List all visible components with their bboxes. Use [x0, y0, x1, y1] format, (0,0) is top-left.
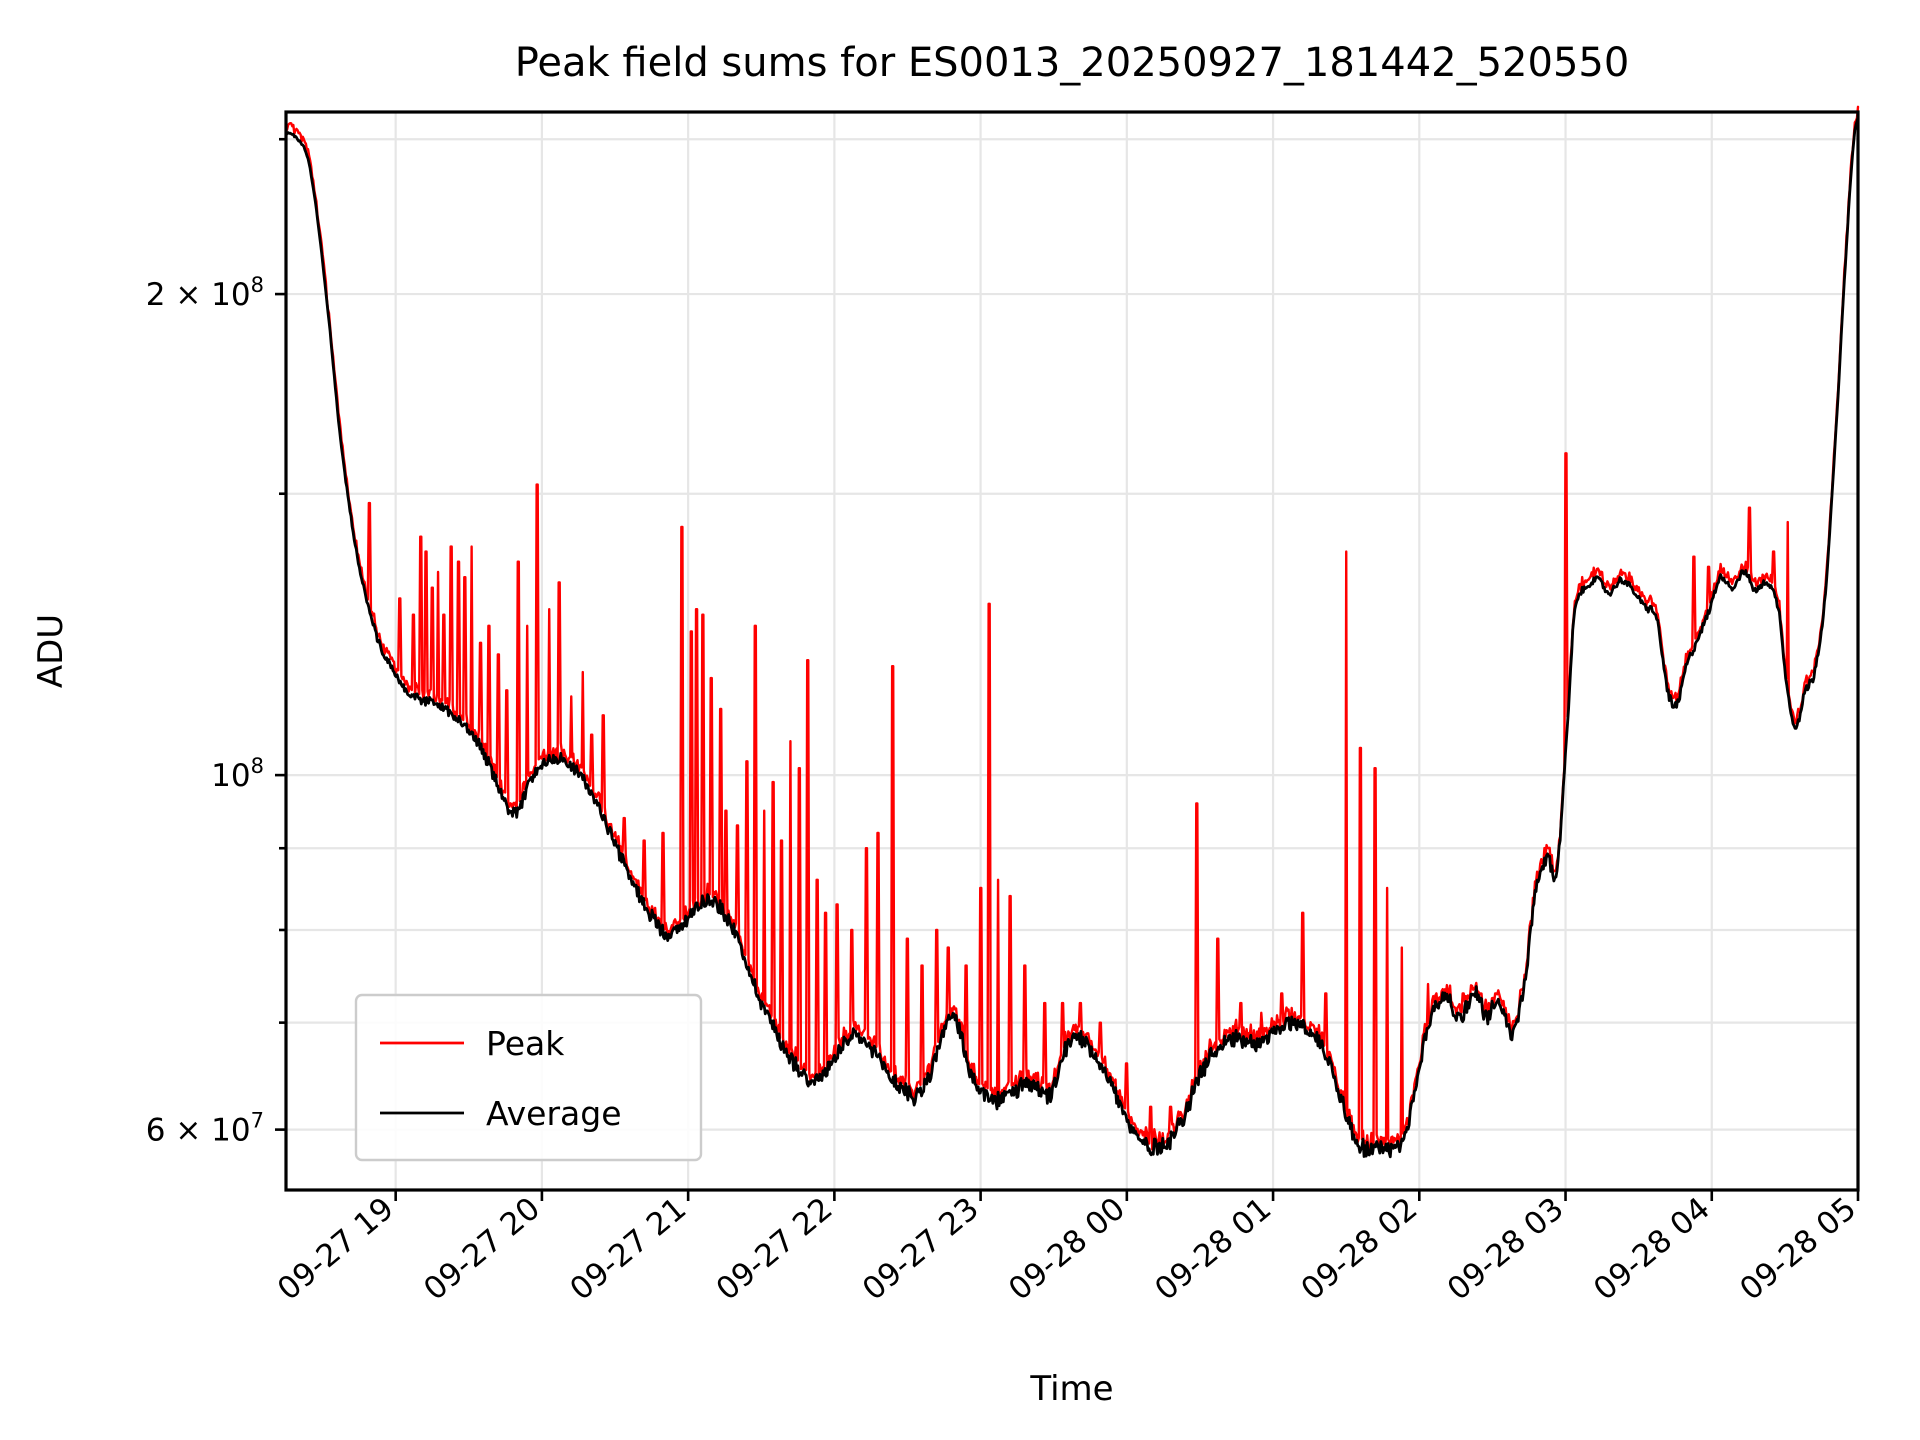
y-tick-label: 6 × 107 [146, 1109, 264, 1149]
x-tick-label: 09-28 02 [1295, 1191, 1425, 1308]
x-tick-label: 09-27 22 [710, 1191, 840, 1308]
y-tick-label: 108 [211, 754, 264, 794]
y-tick-marks [275, 137, 286, 1131]
axes-spines [284, 110, 1860, 1192]
y-axis-label: ADU [31, 614, 71, 688]
series-peak-line [284, 105, 1860, 1155]
x-tick-label: 09-28 05 [1733, 1191, 1863, 1308]
y-tick-label: 2 × 108 [146, 273, 264, 313]
legend-label-average: Average [486, 1094, 622, 1133]
x-tick-labels: 09-27 19 09-27 20 09-27 21 09-27 22 09-27 23… [271, 1191, 1863, 1308]
legend-label-peak: Peak [486, 1024, 565, 1063]
x-tick-label: 09-28 04 [1587, 1191, 1717, 1308]
x-axis-label: Time [1029, 1369, 1113, 1409]
legend-frame [354, 993, 703, 1162]
x-tick-label: 09-27 23 [856, 1191, 986, 1308]
x-tick-label: 09-27 21 [563, 1191, 693, 1308]
y-gridlines [286, 138, 1858, 1131]
x-tick-label: 09-28 01 [1148, 1191, 1278, 1308]
chart-title: Peak field sums for ES0013_20250927_1814… [515, 40, 1630, 86]
x-tick-label: 09-27 19 [271, 1191, 401, 1308]
x-tick-label: 09-28 03 [1441, 1191, 1571, 1308]
x-tick-marks [394, 1190, 1860, 1201]
x-tick-label: 09-27 20 [417, 1191, 547, 1308]
y-tick-labels: 6 × 107 108 2 × 108 [146, 273, 264, 1149]
x-tick-label: 09-28 00 [1002, 1191, 1132, 1308]
chart-legend[interactable]: Peak Average [354, 993, 703, 1162]
series-average-line [284, 116, 1860, 1159]
